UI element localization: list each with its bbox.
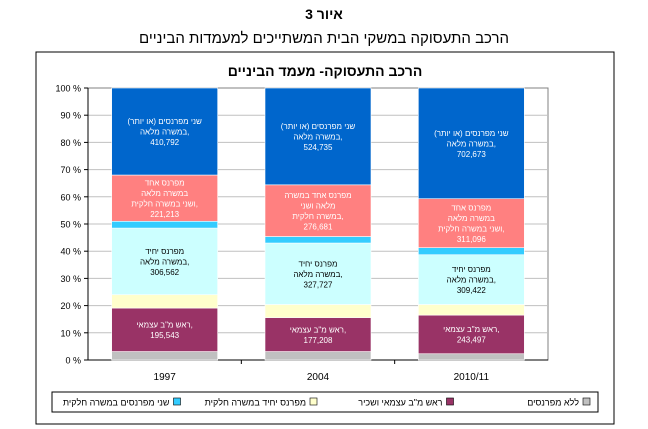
x-tick-label: 1997 [154,372,177,383]
data-label: ראש מ"ב עצמאי, 177,208 [290,325,346,345]
bar-segment [111,87,218,176]
data-label: ראש מ"ב עצמאי, 195,543 [136,321,192,341]
legend-label: ראש מ"ב עצמאי ושכיר [358,398,442,408]
y-tick-label: 80 % [60,138,81,148]
legend-swatch [446,397,454,406]
bar-segment [264,184,372,237]
bar-segment [111,220,218,229]
bar-segment [264,87,372,186]
legend-label: מפרנס יחיד במשרה חלקית [205,398,306,408]
bar-segment [418,247,525,256]
data-label: שני מפרנסים (או יותר) במשרה מלאה, 702,673 [434,129,509,159]
y-tick-label: 60 % [60,192,81,202]
y-tick-label: 100 % [55,84,81,94]
data-label: ראש מ"ב עצמאי, 243,497 [443,325,499,345]
bar-segment [264,351,372,361]
chart-title: הרכב התעסוקה- מעמד הביניים [228,63,423,79]
bar-segment [418,304,525,316]
legend-swatch [582,397,591,406]
bar-segment [418,198,525,248]
data-label: שני מפרנסים (או יותר) במשרה מלאה, 524,735 [281,122,356,152]
bar-segment [111,227,218,296]
legend-swatch [309,397,318,406]
y-tick-label: 30 % [60,274,81,284]
bar-segment [111,307,218,352]
legend-swatch [173,397,181,406]
bar-segment [264,304,372,318]
data-label: מפרנס יחיד במשרה מלאה, 306,562 [140,247,189,277]
data-label: מפרנס יחיד במשרה מלאה, 309,422 [447,265,496,295]
bar-segment [264,242,372,305]
x-tick-label: 2004 [307,372,330,383]
data-label: מפרנס אחד במשרה מלאה ושני במשרה חלקית, 221,… [131,178,198,219]
bar-segment [264,236,372,244]
y-tick-label: 50 % [60,220,81,230]
y-tick-label: 40 % [60,247,81,257]
legend-label: שני מפרנסים במשרה חלקית [63,398,170,408]
bar-segment [418,254,525,305]
legend-label: ללא מפרנסים [527,398,579,408]
legend-box [51,391,599,413]
figure-label: איור 3 [305,6,343,22]
bar-segment [111,351,218,361]
y-tick-label: 20 % [60,301,81,311]
y-tick-label: 70 % [60,165,81,175]
y-tick-label: 90 % [60,111,81,121]
bar-segment [111,174,218,222]
bar-segment [418,314,525,355]
bar-segment [111,294,218,309]
bar-segment [418,87,525,200]
data-label: מפרנס יחיד במשרה מלאה, 327,727 [293,259,342,289]
data-label: מפרנס אחד במשרה מלאה ושני במשרה חלקית, 311,… [438,203,505,244]
y-tick-label: 10 % [60,328,81,338]
data-label: שני מפרנסים (או יותר) במשרה מלאה, 410,792 [127,117,202,147]
x-tick-label: 2010/11 [454,372,490,383]
data-label: מפרנס אחד במשרה מלאה ושני במשרה חלקית, 276,… [284,191,351,232]
bar-segment [264,317,372,352]
figure-title: הרכב התעסוקה במשקי הבית המשתייכים למעמדו… [139,30,509,47]
y-tick-label: 0 % [65,356,81,366]
bar-segment [418,353,525,361]
